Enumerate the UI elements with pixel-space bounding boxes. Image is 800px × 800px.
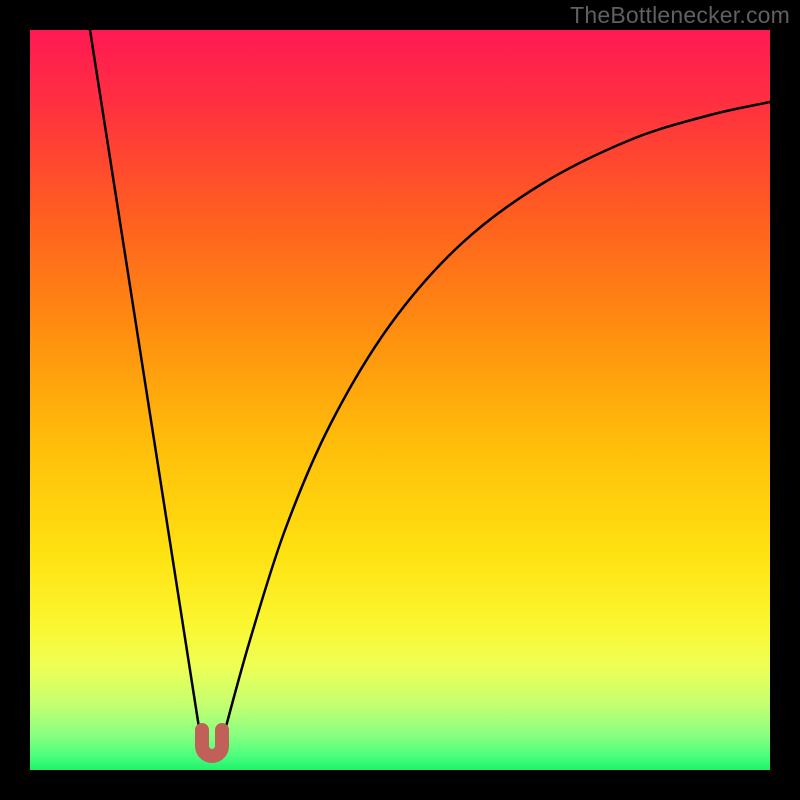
- bottleneck-chart: [0, 0, 800, 800]
- figure-container: TheBottlenecker.com: [0, 0, 800, 800]
- watermark-text: TheBottlenecker.com: [570, 2, 790, 29]
- plot-background: [30, 30, 770, 770]
